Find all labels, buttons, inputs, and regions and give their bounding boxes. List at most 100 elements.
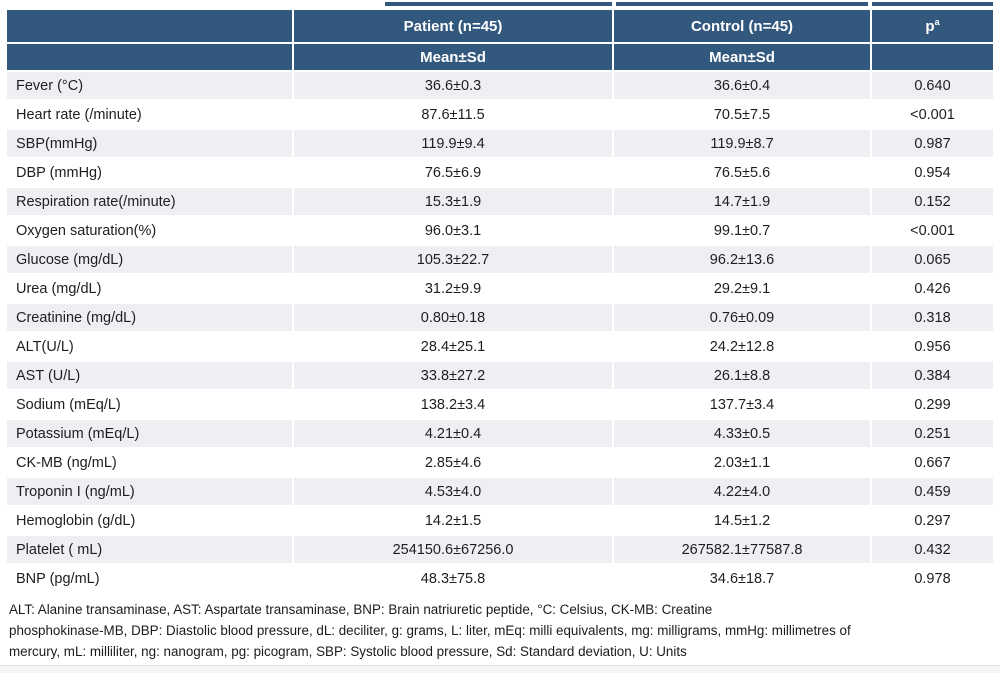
p-value-cell: <0.001 [872,101,993,128]
control-value-cell: 0.76±0.09 [614,304,870,331]
patient-value-cell: 96.0±3.1 [294,217,612,244]
p-value-header: pa [872,10,993,42]
p-value-cell: 0.251 [872,420,993,447]
row-label-cell: Fever (°C) [7,72,292,99]
table-row: Sodium (mEq/L) 138.2±3.4 137.7±3.4 0.299 [7,391,993,418]
table-row: ALT(U/L) 28.4±25.1 24.2±12.8 0.956 [7,333,993,360]
patient-value-cell: 4.21±0.4 [294,420,612,447]
control-value-cell: 119.9±8.7 [614,130,870,157]
control-value-cell: 29.2±9.1 [614,275,870,302]
control-value-cell: 70.5±7.5 [614,101,870,128]
table-top-border-control [616,2,868,6]
patient-value-cell: 105.3±22.7 [294,246,612,273]
control-value-cell: 36.6±0.4 [614,72,870,99]
p-value-cell: 0.318 [872,304,993,331]
patient-value-cell: 0.80±0.18 [294,304,612,331]
patient-value-cell: 4.53±4.0 [294,478,612,505]
table-row: Hemoglobin (g/dL) 14.2±1.5 14.5±1.2 0.297 [7,507,993,534]
patient-value-cell: 15.3±1.9 [294,188,612,215]
row-label-cell: DBP (mmHg) [7,159,292,186]
footnote-line: phosphokinase-MB, DBP: Diastolic blood p… [9,623,851,638]
control-value-cell: 137.7±3.4 [614,391,870,418]
table-row: Glucose (mg/dL) 105.3±22.7 96.2±13.6 0.065 [7,246,993,273]
p-value-cell: 0.426 [872,275,993,302]
table-row: Creatinine (mg/dL) 0.80±0.18 0.76±0.09 0.31… [7,304,993,331]
header-spacer-cell [7,10,292,42]
p-value-cell: 0.432 [872,536,993,563]
p-value-cell: 0.987 [872,130,993,157]
table-row: DBP (mmHg) 76.5±6.9 76.5±5.6 0.954 [7,159,993,186]
control-value-cell: 4.33±0.5 [614,420,870,447]
p-value-cell: 0.956 [872,333,993,360]
row-label-cell: SBP(mmHg) [7,130,292,157]
control-value-cell: 14.7±1.9 [614,188,870,215]
row-label-cell: Respiration rate(/minute) [7,188,292,215]
patient-group-header: Patient (n=45) [294,10,612,42]
row-label-cell: Creatinine (mg/dL) [7,304,292,331]
subheader-row: Mean±Sd Mean±Sd [7,44,993,70]
row-label-cell: Heart rate (/minute) [7,101,292,128]
table-row: Platelet ( mL) 254150.6±67256.0 267582.1±7… [7,536,993,563]
footnote-line: ALT: Alanine transaminase, AST: Aspartat… [9,602,713,617]
row-label-cell: BNP (pg/mL) [7,565,292,592]
control-value-cell: 26.1±8.8 [614,362,870,389]
control-value-cell: 76.5±5.6 [614,159,870,186]
row-label-cell: AST (U/L) [7,362,292,389]
control-value-cell: 24.2±12.8 [614,333,870,360]
table-row: SBP(mmHg) 119.9±9.4 119.9±8.7 0.987 [7,130,993,157]
control-meansd-header: Mean±Sd [614,44,870,70]
table-header: Patient (n=45) Control (n=45) pa Mean±Sd… [7,10,993,70]
patient-value-cell: 14.2±1.5 [294,507,612,534]
footnote-line: mercury, mL: milliliter, ng: nanogram, p… [9,644,687,659]
table-row: Respiration rate(/minute) 15.3±1.9 14.7±1.… [7,188,993,215]
patient-value-cell: 31.2±9.9 [294,275,612,302]
patient-value-cell: 138.2±3.4 [294,391,612,418]
control-value-cell: 14.5±1.2 [614,507,870,534]
row-label-cell: ALT(U/L) [7,333,292,360]
patient-meansd-header: Mean±Sd [294,44,612,70]
row-label-cell: Potassium (mEq/L) [7,420,292,447]
row-label-cell: Troponin I (ng/mL) [7,478,292,505]
table-row: CK-MB (ng/mL) 2.85±4.6 2.03±1.1 0.667 [7,449,993,476]
patient-value-cell: 33.8±27.2 [294,362,612,389]
control-value-cell: 96.2±13.6 [614,246,870,273]
table-row: BNP (pg/mL) 48.3±75.8 34.6±18.7 0.978 [7,565,993,592]
table-top-border-p [872,2,993,6]
control-value-cell: 4.22±4.0 [614,478,870,505]
abbreviations-footnote: ALT: Alanine transaminase, AST: Aspartat… [9,599,992,662]
p-value-cell: 0.954 [872,159,993,186]
patient-value-cell: 76.5±6.9 [294,159,612,186]
row-label-cell: Sodium (mEq/L) [7,391,292,418]
row-label-cell: CK-MB (ng/mL) [7,449,292,476]
p-value-cell: 0.297 [872,507,993,534]
patient-value-cell: 2.85±4.6 [294,449,612,476]
p-value-cell: 0.667 [872,449,993,476]
table-body: Fever (°C) 36.6±0.3 36.6±0.4 0.640 Heart rat… [7,72,993,592]
table-row: AST (U/L) 33.8±27.2 26.1±8.8 0.384 [7,362,993,389]
p-superscript: a [934,16,940,27]
table-row: Fever (°C) 36.6±0.3 36.6±0.4 0.640 [7,72,993,99]
row-label-cell: Glucose (mg/dL) [7,246,292,273]
bottom-divider [0,665,1000,673]
p-value-cell: 0.640 [872,72,993,99]
patient-value-cell: 36.6±0.3 [294,72,612,99]
control-value-cell: 34.6±18.7 [614,565,870,592]
vitals-lab-comparison-table: Patient (n=45) Control (n=45) pa Mean±Sd… [5,8,995,594]
table-row: Heart rate (/minute) 87.6±11.5 70.5±7.5 <0.… [7,101,993,128]
control-value-cell: 99.1±0.7 [614,217,870,244]
control-value-cell: 2.03±1.1 [614,449,870,476]
p-value-cell: 0.384 [872,362,993,389]
table-row: Troponin I (ng/mL) 4.53±4.0 4.22±4.0 0.459 [7,478,993,505]
p-subheader-spacer-cell [872,44,993,70]
subheader-spacer-cell [7,44,292,70]
p-value-cell: 0.152 [872,188,993,215]
control-value-cell: 267582.1±77587.8 [614,536,870,563]
control-group-header: Control (n=45) [614,10,870,42]
row-label-cell: Platelet ( mL) [7,536,292,563]
table-row: Potassium (mEq/L) 4.21±0.4 4.33±0.5 0.251 [7,420,993,447]
p-value-cell: <0.001 [872,217,993,244]
patient-value-cell: 119.9±9.4 [294,130,612,157]
patient-value-cell: 28.4±25.1 [294,333,612,360]
p-value-cell: 0.299 [872,391,993,418]
